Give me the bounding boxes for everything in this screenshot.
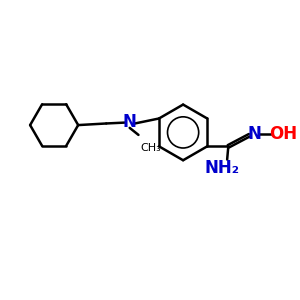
Text: N: N xyxy=(123,113,136,131)
Text: OH: OH xyxy=(269,125,297,143)
Text: N: N xyxy=(248,125,262,143)
Text: CH₃: CH₃ xyxy=(141,142,162,152)
Text: NH₂: NH₂ xyxy=(204,159,239,177)
